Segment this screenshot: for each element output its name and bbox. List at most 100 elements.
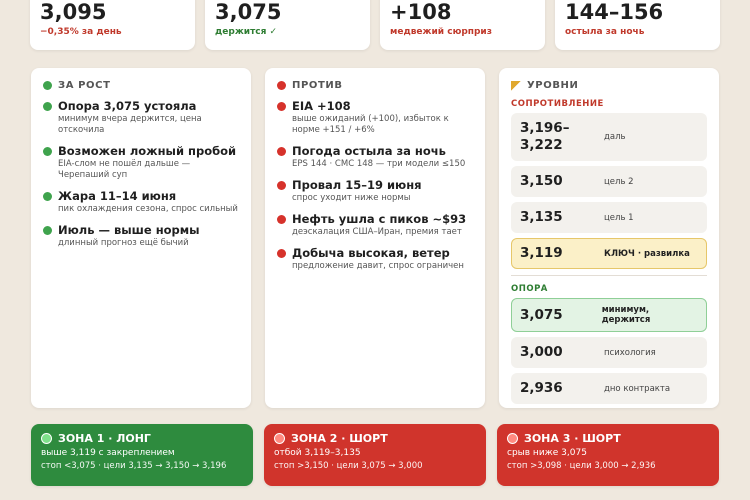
panel-title-text: ЗА РОСТ [58,80,111,91]
zone-plan: стоп <3,075 · цели 3,135 → 3,150 → 3,196 [41,461,227,471]
argument-text: предложение давит, спрос ограничен [292,261,464,271]
ruler-icon [511,80,521,91]
zone-card: ЗОНА 2 · ШОРТ отбой 3,119–3,135 стоп >3,15… [264,424,486,486]
argument-text: пик охлаждения сезона, спрос сильный [58,204,238,214]
dot-icon [277,181,286,190]
stat-value: +108 [390,0,452,24]
zone-card: ЗОНА 1 · ЛОНГ выше 3,119 с закреплением ст… [31,424,253,486]
zone-title-text: ЗОНА 1 · ЛОНГ [58,432,151,445]
level-value: 3,000 [520,344,563,360]
level-row: 3,150 цель 2 [511,166,707,197]
dot-icon [507,433,518,444]
level-row: 3,135 цель 1 [511,202,707,233]
level-value: 2,936 [520,380,563,396]
argument-text: деэскалация США–Иран, премия тает [292,227,462,237]
divider [511,275,707,276]
argument-text: минимум вчера держится, цена отскочила [58,114,202,135]
panel-title-text: ПРОТИВ [292,80,343,91]
argument-body: Июль — выше нормы длинный прогноз ещё быч… [58,223,200,249]
stat-card: ЦЕНА3,095−0,35% за день [30,0,195,50]
level-value: 3,135 [520,209,563,225]
argument-title: Июль — выше нормы [58,223,200,237]
zone-condition: срыв ниже 3,075 [507,448,587,458]
dot-icon [41,433,52,444]
argument-title: Возможен ложный пробой [58,144,237,158]
section-label: ОПОРА [511,284,548,294]
zone-condition: выше 3,119 с закреплением [41,448,175,458]
argument-title: Нефть ушла с пиков ~$93 [292,212,467,226]
argument-body: Возможен ложный пробой EIA-слом не пошёл … [58,144,239,181]
argument: Нефть ушла с пиков ~$93 деэскалация США–И… [277,212,473,238]
level-row: 2,936 дно контракта [511,373,707,404]
argument-text: EPS 144 · CMC 148 — три модели ≤150 [292,159,466,169]
level-note: цель 2 [604,176,634,187]
bull-panel: ЗА РОСТ Опора 3,075 устояла минимум вчера … [31,68,251,408]
argument-title: EIA +108 [292,99,351,113]
argument-body: Нефть ушла с пиков ~$93 деэскалация США–И… [292,212,466,238]
levels-panel: УРОВНИ СОПРОТИВЛЕНИЕ 3,196–3,222 даль 3,150 ц… [499,68,719,408]
level-value: 3,075 [520,306,563,323]
dot-icon [277,147,286,156]
argument-body: Жара 11–14 июня пик охлаждения сезона, сп… [58,189,238,215]
dot-icon [274,433,285,444]
zone-title: ЗОНА 2 · ШОРТ [274,432,476,445]
zone-plan: стоп >3,150 · цели 3,075 → 3,000 [274,461,423,471]
argument-text: EIA-слом не пошёл дальше — Черепаший суп [58,159,191,180]
level-note: цель 1 [604,212,634,223]
panel-title: ЗА РОСТ [43,80,239,91]
argument: Провал 15–19 июня спрос уходит ниже нормы [277,178,473,204]
dot-icon [277,81,286,90]
stat-value: 3,095 [40,0,107,24]
bear-panel: ПРОТИВ EIA +108 выше ожиданий (+100), избы… [265,68,485,408]
argument-title: Добыча высокая, ветер [292,246,450,260]
dot-icon [43,81,52,90]
level-note: КЛЮЧ · развилка [604,248,690,259]
level-note: даль [604,132,626,142]
stat-note: держится ✓ [215,27,278,37]
zone-title: ЗОНА 3 · ШОРТ [507,432,709,445]
stat-value: 3,075 [215,0,282,24]
dot-icon [277,215,286,224]
argument-text: выше ожиданий (+100), избыток к норме +1… [292,114,449,135]
argument-title: Жара 11–14 июня [58,189,177,203]
level-value: 3,119 [520,245,563,261]
stat-note: −0,35% за день [40,27,122,37]
argument-body: Опора 3,075 устояла минимум вчера держитс… [58,99,239,136]
argument: Жара 11–14 июня пик охлаждения сезона, сп… [43,189,239,215]
level-value: 3,150 [520,173,563,189]
stat-note: остыла за ночь [565,27,645,37]
panel-title: УРОВНИ [511,80,707,91]
argument-body: EIA +108 выше ожиданий (+100), избыток к … [292,99,473,136]
level-row: 3,196–3,222 даль [511,113,707,161]
argument: Добыча высокая, ветер предложение давит, … [277,246,473,272]
zone-title: ЗОНА 1 · ЛОНГ [41,432,243,445]
stat-note: медвежий сюрприз [390,27,492,37]
zone-card: ЗОНА 3 · ШОРТ срыв ниже 3,075 стоп >3,098 … [497,424,719,486]
zone-title-text: ЗОНА 3 · ШОРТ [524,432,621,445]
level-row: 3,119 КЛЮЧ · развилка [511,238,707,269]
zone-condition: отбой 3,119–3,135 [274,448,361,458]
dot-icon [277,249,286,258]
dot-icon [43,226,52,235]
argument-body: Погода остыла за ночь EPS 144 · CMC 148 —… [292,144,465,170]
argument: Возможен ложный пробой EIA-слом не пошёл … [43,144,239,181]
panel-title: ПРОТИВ [277,80,473,91]
argument: EIA +108 выше ожиданий (+100), избыток к … [277,99,473,136]
zone-title-text: ЗОНА 2 · ШОРТ [291,432,388,445]
dot-icon [43,102,52,111]
argument-body: Добыча высокая, ветер предложение давит, … [292,246,464,272]
level-row: 3,075 минимум, держится [511,298,707,332]
level-note: психология [604,347,656,358]
level-note: минимум, держится [601,305,651,325]
dot-icon [43,192,52,201]
argument-body: Провал 15–19 июня спрос уходит ниже нормы [292,178,422,204]
stat-value: 144–156 [565,0,664,24]
argument-title: Погода остыла за ночь [292,144,446,158]
level-row: 3,000 психология [511,337,707,368]
argument-title: Провал 15–19 июня [292,178,422,192]
argument-text: спрос уходит ниже нормы [292,193,411,203]
